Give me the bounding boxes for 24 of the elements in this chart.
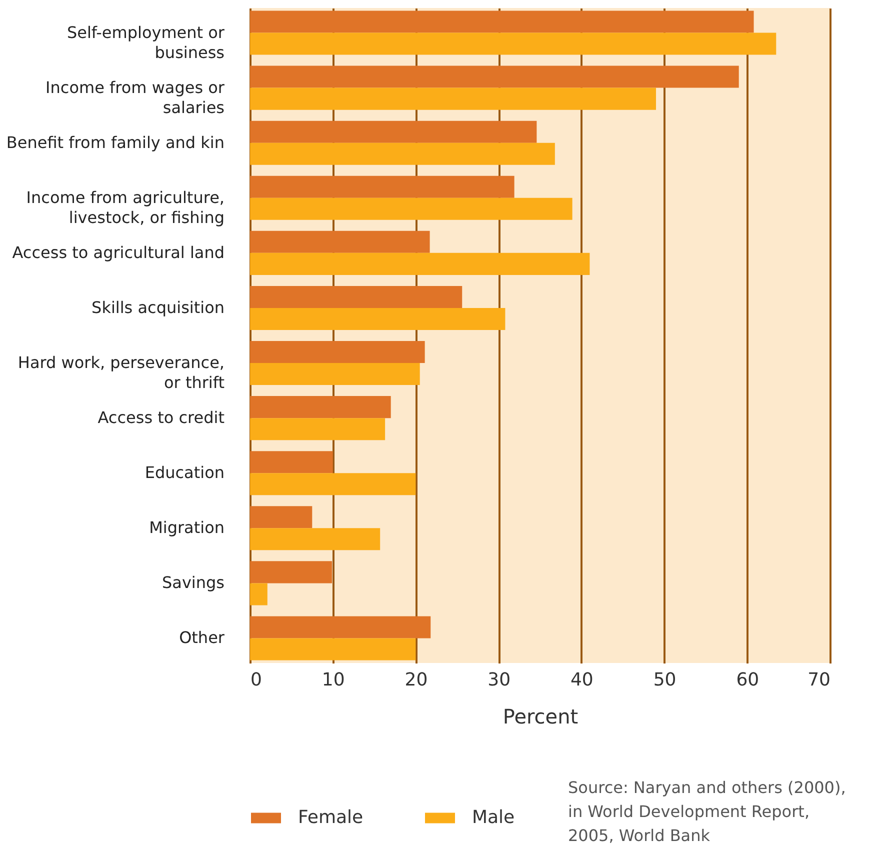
x-axis-title: Percent	[502, 704, 578, 728]
x-tick-label: 30	[488, 670, 511, 690]
y-tick-label: Benefit from family and kin	[6, 132, 224, 152]
y-tick-label: Access to credit	[98, 408, 224, 428]
x-tick-label: 40	[570, 670, 594, 690]
x-tick-label: 70	[808, 670, 830, 690]
y-tick-label: Education	[144, 463, 224, 482]
x-tick-label: 50	[653, 670, 676, 690]
x-tick-label: 0	[250, 670, 262, 690]
source-note: Source: Naryan and others (2000), in World Development Report, 2005, World Bank	[568, 777, 847, 847]
y-tick-label: Access to agricultural land	[12, 242, 224, 262]
x-tick-label: 10	[322, 670, 345, 690]
y-tick-label: Other	[179, 628, 225, 648]
y-tick-label: Skills acquisition	[92, 298, 224, 317]
y-tick-label: Migration	[149, 518, 224, 538]
y-tick-label: Income from agriculture, livestock, or fishing	[26, 188, 224, 227]
legend-label: Female	[298, 807, 364, 828]
x-tick-label: 60	[736, 670, 760, 690]
y-tick-label: Income from wages or salaries	[46, 78, 225, 117]
y-tick-label: Savings	[162, 573, 224, 592]
legend-label: Male	[472, 807, 515, 828]
x-tick-label: 20	[404, 670, 428, 690]
y-tick-label: Self-employment or business	[66, 22, 225, 62]
y-tick-label: Hard work, perseverance, or thrift	[18, 353, 224, 392]
